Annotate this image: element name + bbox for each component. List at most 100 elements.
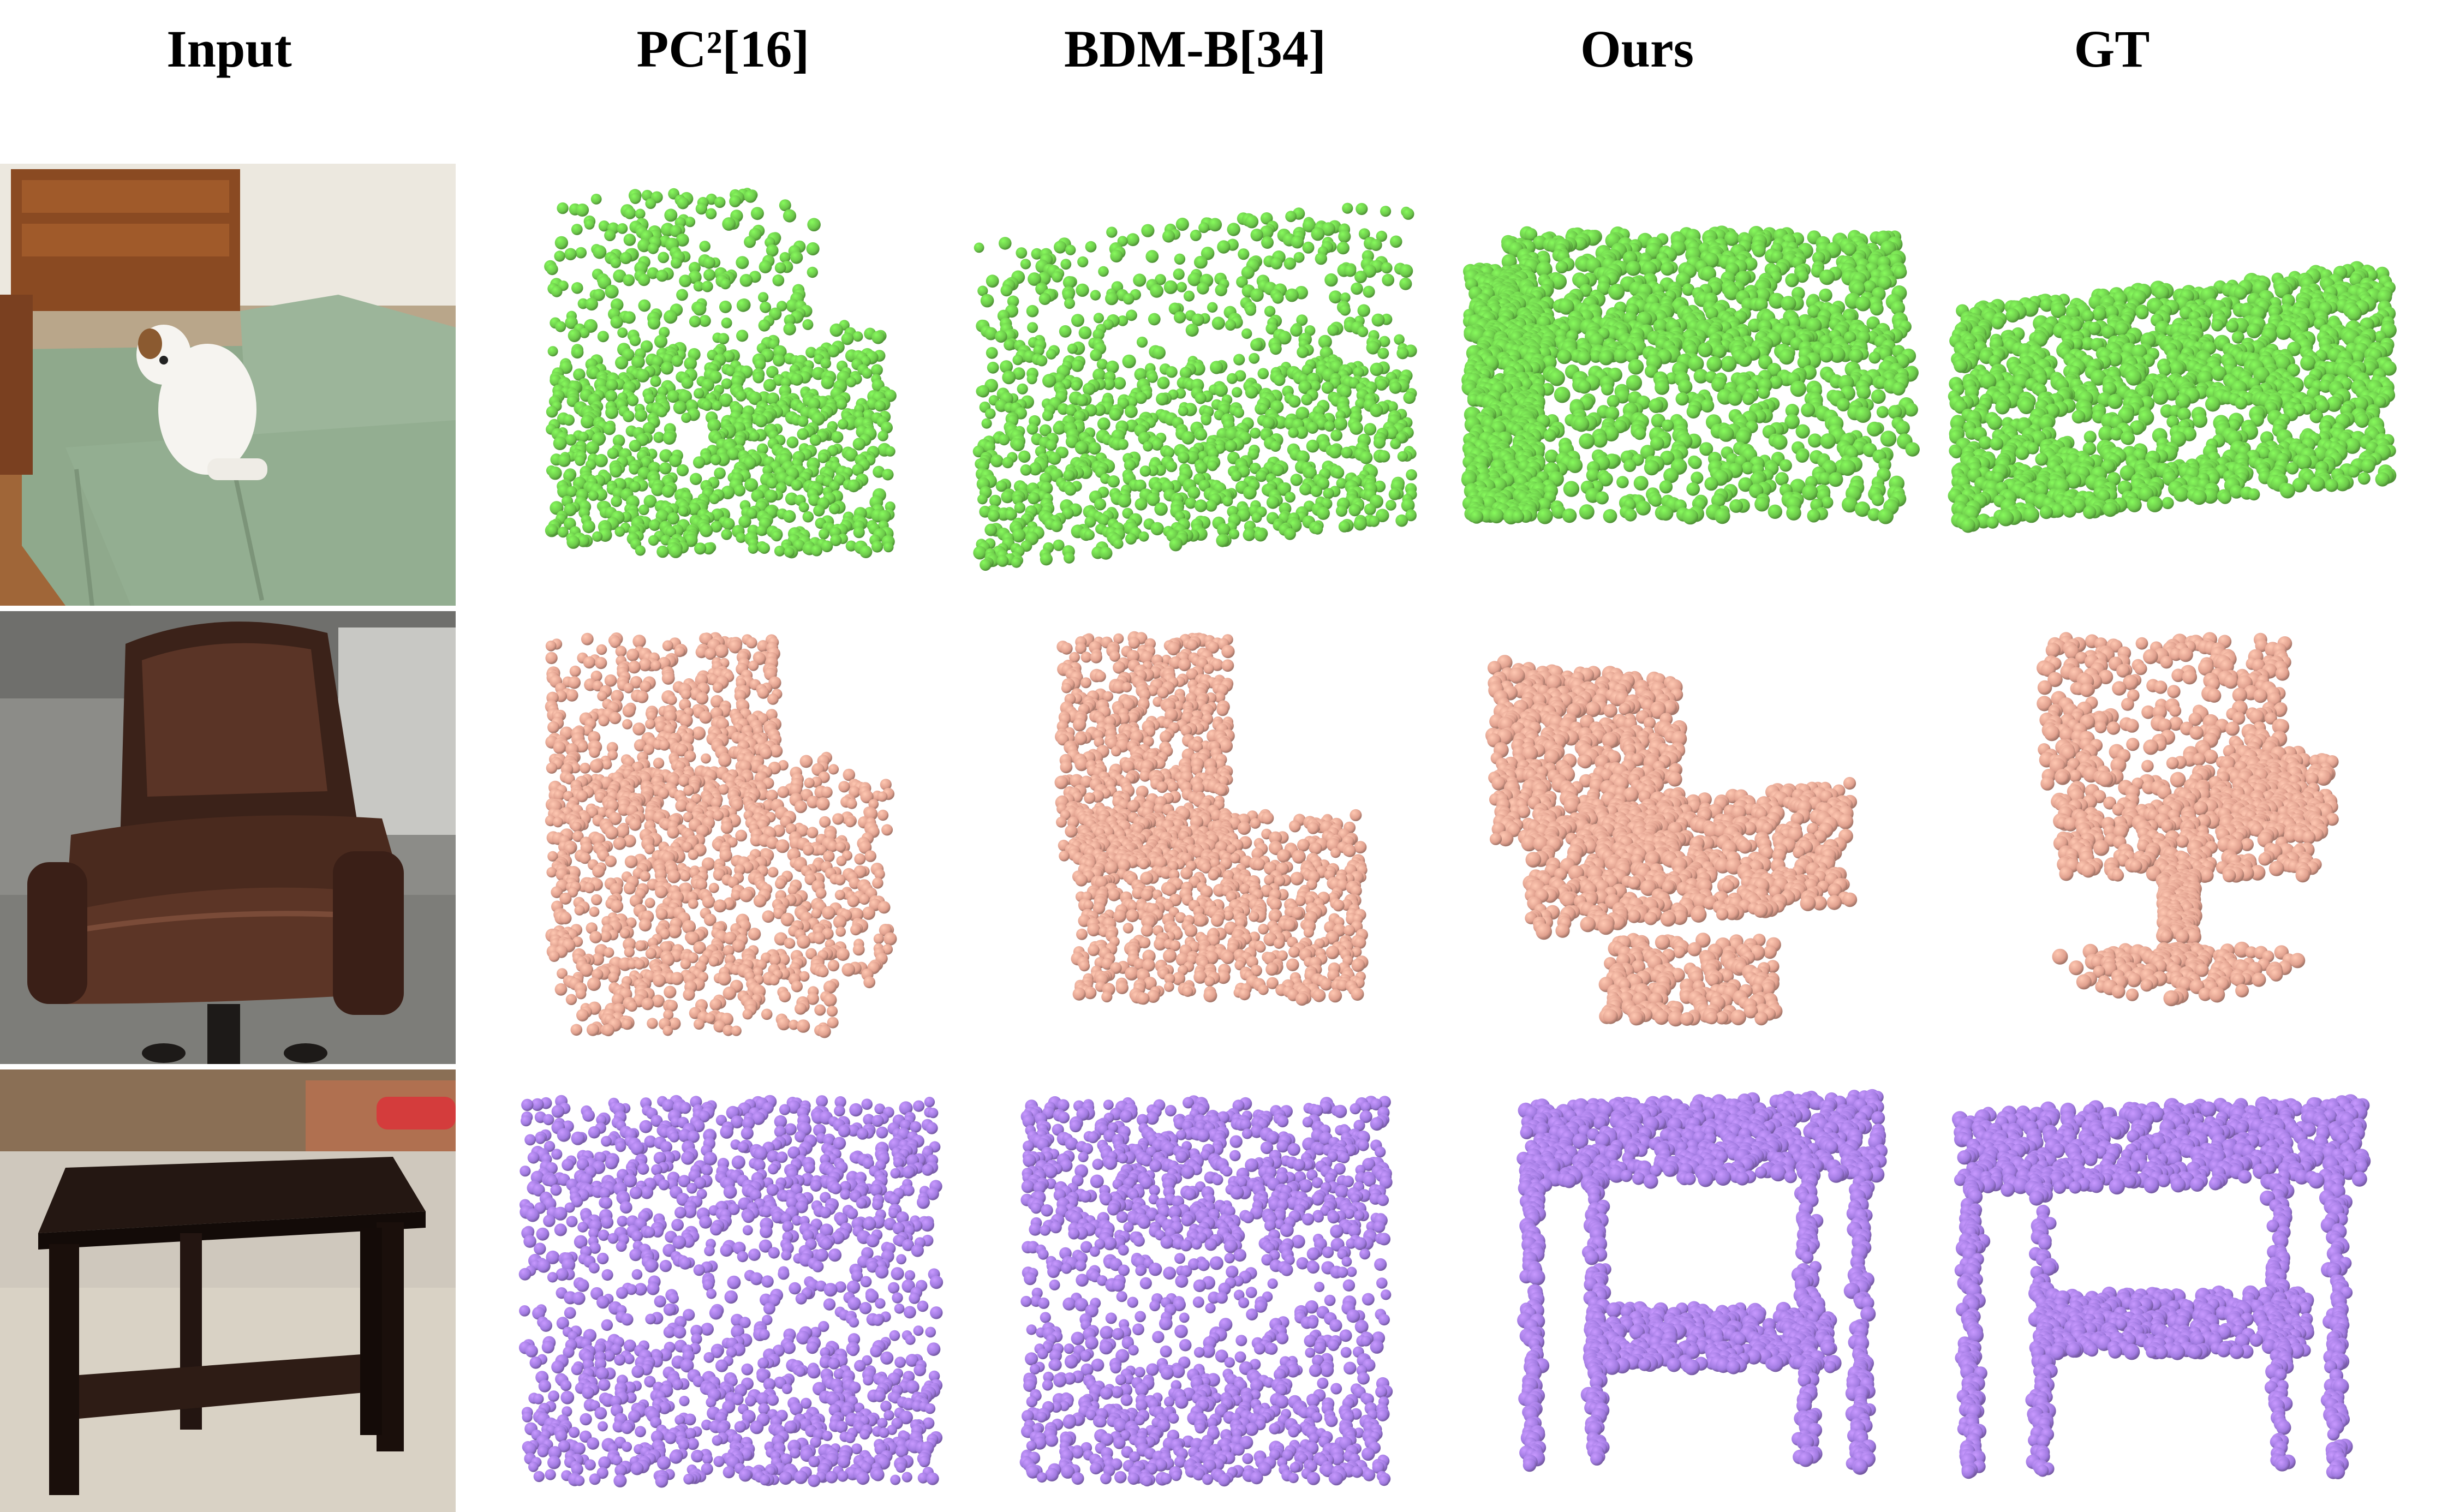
point — [2098, 426, 2115, 442]
point — [726, 447, 740, 461]
point — [1215, 284, 1227, 296]
point — [1110, 249, 1123, 262]
point-cloud-svg — [544, 188, 897, 559]
point — [1650, 494, 1663, 507]
point — [755, 414, 768, 428]
point — [2234, 286, 2248, 300]
point — [558, 454, 571, 467]
point — [695, 202, 708, 215]
point — [1698, 342, 1713, 357]
point — [2309, 409, 2324, 423]
point — [984, 327, 998, 340]
point — [1389, 381, 1402, 394]
point — [1890, 301, 1906, 315]
point — [593, 289, 605, 301]
point — [805, 346, 817, 358]
point — [1768, 504, 1782, 519]
point — [744, 190, 757, 203]
point — [1017, 383, 1028, 395]
column-header-ours: Ours — [1580, 20, 1694, 78]
point — [1166, 461, 1178, 473]
point — [610, 258, 622, 268]
point — [1616, 476, 1629, 488]
point — [987, 361, 999, 374]
point — [1084, 529, 1095, 541]
point — [1302, 219, 1316, 232]
point — [1950, 446, 1963, 459]
point — [644, 393, 655, 404]
point — [613, 269, 626, 283]
point — [2231, 331, 2244, 344]
point — [1098, 514, 1110, 526]
point — [1396, 347, 1409, 360]
point — [820, 358, 832, 369]
point — [635, 545, 646, 556]
point — [2205, 396, 2220, 412]
point — [1306, 422, 1319, 434]
point — [667, 390, 680, 403]
point — [1060, 259, 1072, 270]
column-header-bdm-b: BDM-B[34] — [1064, 20, 1326, 78]
point — [883, 542, 894, 553]
point — [1512, 510, 1525, 523]
point — [1012, 367, 1025, 380]
point — [2347, 306, 2362, 321]
point — [701, 280, 713, 292]
point — [1113, 539, 1124, 549]
point — [1573, 416, 1590, 432]
point — [684, 533, 698, 547]
point — [1174, 311, 1186, 324]
point — [1052, 271, 1063, 283]
point — [1878, 508, 1894, 524]
point — [1046, 349, 1057, 360]
point — [2177, 407, 2191, 421]
point — [700, 524, 713, 537]
point — [829, 323, 843, 337]
point — [1554, 386, 1571, 403]
point — [1064, 483, 1077, 496]
point — [1353, 367, 1364, 378]
point — [2193, 413, 2208, 428]
point — [2018, 398, 2034, 414]
point-cloud-sofa-ours — [1452, 207, 1932, 578]
point — [977, 285, 988, 296]
point — [771, 530, 783, 542]
point — [1176, 282, 1187, 292]
point — [1301, 364, 1313, 376]
point — [1145, 250, 1159, 263]
point — [1380, 206, 1392, 217]
point — [1310, 485, 1323, 497]
point — [1243, 528, 1256, 541]
point — [1718, 426, 1734, 442]
point — [573, 347, 584, 358]
point — [1577, 350, 1591, 366]
point — [1340, 292, 1351, 303]
point — [1626, 375, 1643, 391]
point — [1394, 334, 1405, 345]
point — [999, 237, 1012, 250]
point — [629, 481, 641, 493]
point — [610, 316, 623, 329]
point — [710, 521, 723, 533]
point — [980, 559, 992, 571]
point — [2071, 410, 2086, 424]
point — [1655, 380, 1670, 395]
point-cloud-sofa-pc2 — [524, 186, 917, 578]
point — [1330, 429, 1342, 441]
point — [1028, 272, 1041, 286]
point — [1071, 380, 1082, 391]
point — [1138, 531, 1149, 542]
point — [1757, 386, 1770, 399]
point — [1557, 349, 1572, 364]
point — [2005, 308, 2020, 323]
point — [859, 545, 873, 559]
point — [1127, 397, 1138, 408]
point — [784, 314, 796, 326]
point — [871, 331, 885, 344]
point — [551, 285, 563, 297]
point — [1549, 370, 1565, 386]
point — [575, 455, 586, 466]
point — [1339, 385, 1352, 398]
point — [1151, 438, 1163, 451]
point — [1096, 358, 1108, 370]
